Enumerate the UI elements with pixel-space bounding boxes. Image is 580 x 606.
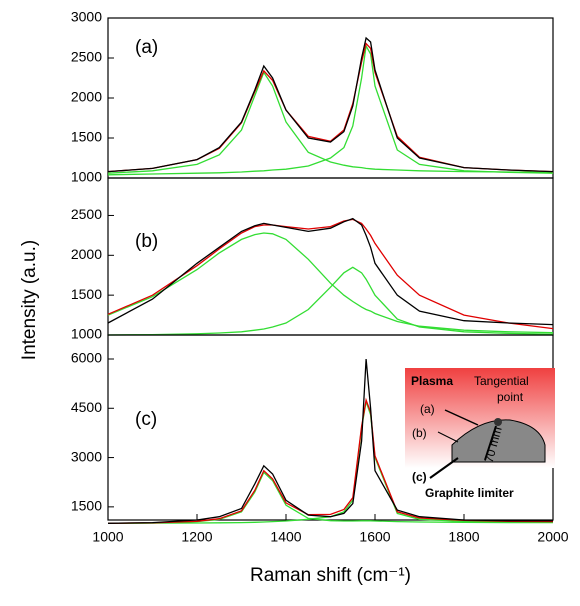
series-line	[107, 44, 554, 176]
y-tick-label: 1500	[71, 286, 102, 302]
x-tick-label: 1800	[448, 529, 479, 545]
x-tick-label: 1200	[181, 529, 212, 545]
arrow	[429, 457, 459, 479]
arrow	[437, 431, 459, 443]
arrow	[444, 409, 479, 426]
y-tick-label: 2500	[71, 49, 102, 65]
series-line	[107, 218, 554, 330]
inset-label: (c)	[412, 470, 427, 484]
series-line	[107, 401, 554, 524]
series-line	[107, 358, 553, 524]
y-axis-label: Intensity (a.u.)	[19, 240, 40, 360]
x-tick-label: 1000	[92, 529, 123, 545]
y-tick-label: 1000	[71, 326, 102, 342]
y-tick-label: 1000	[71, 169, 102, 185]
arrow	[484, 425, 497, 461]
inset-label: (a)	[420, 402, 435, 416]
inset-label: Plasma	[411, 374, 453, 388]
series-line	[107, 36, 554, 173]
series-line	[107, 42, 554, 173]
y-tick-label: 3000	[71, 448, 102, 464]
limiter-shape	[451, 419, 546, 463]
series-line	[107, 397, 554, 524]
series-line	[107, 266, 554, 336]
tangential-dot	[494, 418, 502, 426]
series-line	[107, 70, 554, 174]
y-tick-label: 4500	[71, 399, 102, 415]
inset-label: Graphite limiter	[425, 486, 514, 500]
y-tick-label: 6000	[71, 350, 102, 366]
y-tick-label: 3000	[71, 9, 102, 25]
y-tick-label: 2000	[71, 89, 102, 105]
x-tick-label: 1600	[359, 529, 390, 545]
plot-frame	[107, 17, 554, 179]
panel-label: (c)	[135, 409, 157, 430]
plot-frame	[107, 177, 554, 336]
inset-label: Tangential	[474, 374, 529, 388]
x-tick-label: 2000	[537, 529, 568, 545]
series-line	[107, 232, 554, 334]
inset-label: (b)	[412, 426, 427, 440]
plot-layer: 1000 1500 2000 2500 3000 (a) 1000 1500 2000 2500 (…	[19, 9, 569, 586]
panel-label: (a)	[135, 37, 158, 58]
y-tick-label: 1500	[71, 498, 102, 514]
inset: Plasma Tangential point (a) (b) (c) Grap…	[405, 368, 555, 500]
x-axis-label: Raman shift (cm⁻¹)	[250, 565, 411, 586]
x-tick-label: 1400	[270, 529, 301, 545]
inset-label: point	[497, 390, 524, 404]
series-line	[107, 217, 554, 326]
series-line	[107, 471, 553, 524]
panel-label: (b)	[135, 231, 158, 252]
y-tick-label: 2000	[71, 246, 102, 262]
y-tick-label: 1500	[71, 129, 102, 145]
y-tick-label: 2500	[71, 206, 102, 222]
